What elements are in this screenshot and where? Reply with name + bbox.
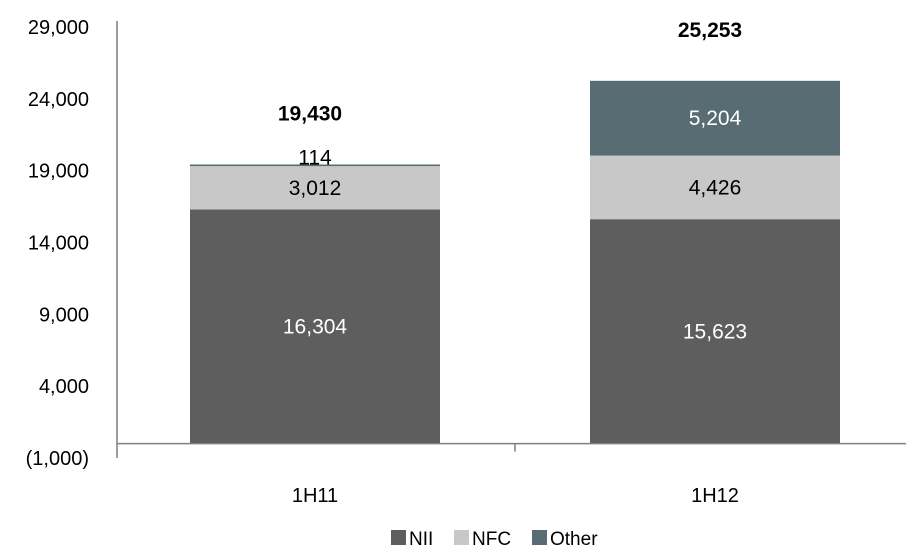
y-tick-label: 9,000 — [39, 304, 89, 326]
y-tick-label: 29,000 — [28, 17, 89, 39]
bar-segment-nii-1h12 — [590, 219, 840, 444]
y-tick-label: (1,000) — [26, 448, 89, 470]
y-tick-label: 14,000 — [28, 233, 89, 255]
segment-label: 5,204 — [689, 107, 742, 130]
y-tick-label: 4,000 — [39, 376, 89, 398]
legend-label-nii: NII — [409, 529, 433, 547]
segment-label: 114 — [298, 146, 332, 169]
legend-swatch-other — [532, 530, 547, 545]
legend-label-nfc: NFC — [472, 529, 511, 547]
legend-swatch-nii — [391, 530, 406, 545]
y-tick-label: 19,000 — [28, 161, 89, 183]
segment-label: 16,304 — [283, 316, 348, 339]
x-category-label: 1H11 — [292, 485, 338, 507]
legend-label-other: Other — [550, 529, 598, 547]
bar-segment-other-1h11 — [190, 164, 440, 167]
legend-swatch-nfc — [454, 530, 469, 545]
bar-segment-other-1h12 — [590, 80, 840, 156]
y-tick-label: 24,000 — [28, 89, 89, 111]
segment-label: 15,623 — [683, 320, 747, 343]
segment-label: 4,426 — [689, 176, 742, 199]
bar-segment-nii-1h11 — [190, 209, 440, 444]
total-label: 25,253 — [678, 19, 742, 42]
bar-segment-nfc-1h12 — [590, 155, 840, 220]
x-category-label: 1H12 — [691, 485, 739, 507]
segment-label: 3,012 — [289, 177, 342, 200]
bar-segment-nfc-1h11 — [190, 166, 440, 210]
total-label: 19,430 — [278, 102, 342, 125]
